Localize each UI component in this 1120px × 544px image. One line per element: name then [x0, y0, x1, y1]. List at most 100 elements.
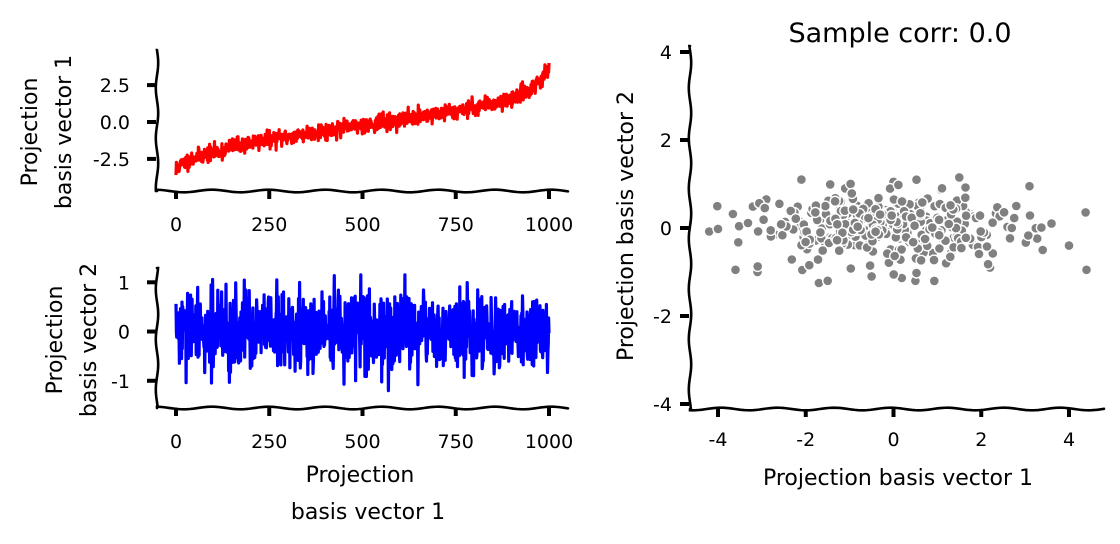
scatter-point: [1063, 239, 1075, 252]
panel-bottom-left: 0 250 500 750 1000 -1 0 1 Projection basis vec…: [43, 263, 573, 525]
scatter-point: [1080, 264, 1093, 276]
scatter-point: [973, 248, 985, 260]
y-tick-label: -1: [111, 371, 130, 393]
scatter-point: [1004, 232, 1016, 245]
scatter-point: [892, 179, 905, 191]
x-tick-label: -2: [796, 429, 815, 451]
scatter-point: [982, 258, 994, 270]
scatter-point: [986, 216, 999, 229]
scatter-point: [1024, 209, 1036, 222]
scatter-point: [785, 205, 797, 217]
scatter-point: [799, 236, 812, 248]
scatter-point: [852, 220, 864, 233]
scatter-point: [919, 233, 931, 245]
series-line-blue: [174, 273, 551, 393]
x-axis-label-line1-bottom-left: Projection: [306, 463, 415, 488]
x-tick-label: 750: [438, 214, 474, 236]
scatter-point: [959, 191, 971, 204]
scatter-point: [915, 254, 927, 266]
scatter-point: [765, 224, 777, 237]
scatter-point: [862, 212, 875, 224]
scatter-point: [809, 206, 821, 219]
x-ticks-top-left: 0 250 500 750 1000: [170, 191, 573, 236]
scatter-point: [752, 225, 764, 238]
scatter-point: [711, 200, 723, 212]
x-tick-label: 750: [438, 431, 474, 453]
scatter-point: [926, 221, 938, 234]
x-tick-label: 1000: [525, 431, 573, 453]
y-axis-label-line2-top-left: basis vector 1: [52, 55, 77, 209]
scatter-point: [869, 225, 882, 238]
scatter-point: [974, 209, 986, 222]
x-axis-label-line2-bottom-left: basis vector 1: [291, 500, 445, 525]
y-tick-label: 1: [118, 272, 130, 294]
scatter-point: [889, 250, 901, 262]
x-tick-label: 0: [887, 429, 899, 451]
scatter-point: [732, 236, 744, 249]
x-tick-label: -4: [709, 429, 728, 451]
scatter-point: [998, 206, 1010, 219]
scatter-point: [933, 242, 946, 255]
scatter-point: [943, 218, 955, 230]
scatter-point: [928, 275, 940, 287]
panel-right: Sample corr: 0.0 -4 -2 0 2 4 -4 -2 0 2 4 Project…: [614, 18, 1106, 491]
x-ticks-bottom-left: 0 250 500 750 1000: [170, 408, 573, 453]
y-tick-label: 2: [660, 130, 672, 152]
scatter-point: [819, 200, 831, 212]
x-axis-spine-right: [688, 406, 1106, 412]
scatter-point: [836, 226, 849, 239]
x-axis-label-right: Projection basis vector 1: [763, 466, 1033, 491]
scatter-point: [1010, 200, 1022, 212]
scatter-point: [908, 219, 921, 232]
y-ticks-bottom-left: -1 0 1: [111, 272, 156, 393]
y-axis-spine-bottom-left: [154, 266, 160, 408]
scatter-point: [936, 182, 948, 195]
scatter-point: [786, 253, 798, 266]
panel-top-left: 0 250 500 750 1000 -2.5 0.0 2.5 Projection bas…: [18, 48, 573, 236]
scatter-point: [975, 225, 987, 238]
y-tick-label: 0: [660, 218, 672, 240]
scatter-point: [831, 218, 843, 231]
x-tick-label: 250: [251, 431, 287, 453]
y-tick-label: -4: [653, 394, 672, 416]
scatter-point: [960, 209, 972, 222]
scatter-point: [712, 223, 724, 235]
y-tick-label: 0.0: [100, 112, 130, 134]
y-tick-label: -2.5: [93, 149, 130, 171]
y-ticks-right: -4 -2 0 2 4: [653, 42, 689, 416]
scatter-point: [757, 213, 770, 226]
scatter-point: [824, 178, 836, 191]
y-axis-label-line1-top-left: Projection: [18, 78, 43, 187]
scatter-point: [914, 207, 927, 219]
scatter-point: [933, 229, 945, 241]
scatter-point: [1079, 206, 1092, 219]
scatter-point: [1035, 221, 1048, 234]
scatter-point: [872, 192, 885, 204]
scatter-point: [910, 267, 923, 279]
scatter-point: [829, 195, 841, 208]
x-tick-label: 250: [251, 214, 287, 236]
scatter-point: [759, 202, 771, 214]
scatter-point: [790, 212, 802, 225]
scatter-point: [1006, 222, 1018, 234]
scatter-point: [907, 236, 919, 248]
scatter-point: [727, 208, 739, 220]
x-tick-label: 4: [1063, 429, 1075, 451]
scatter-point: [959, 181, 972, 194]
scatter-point: [864, 259, 876, 272]
scatter-point: [847, 203, 859, 216]
y-axis-label-line1-bottom-left: Projection: [43, 286, 68, 395]
scatter-point: [955, 242, 968, 254]
scatter-point: [795, 173, 808, 186]
scatter-point: [742, 217, 754, 229]
y-tick-label: 2.5: [100, 75, 130, 97]
y-axis-spine-right: [687, 44, 693, 411]
scatter-point: [928, 254, 940, 266]
scatter-point: [844, 178, 857, 190]
x-tick-label: 500: [344, 431, 380, 453]
scatter-point: [874, 208, 886, 221]
scatter-point: [944, 251, 956, 263]
scatter-point: [817, 244, 829, 257]
y-ticks-top-left: -2.5 0.0 2.5: [93, 75, 156, 171]
